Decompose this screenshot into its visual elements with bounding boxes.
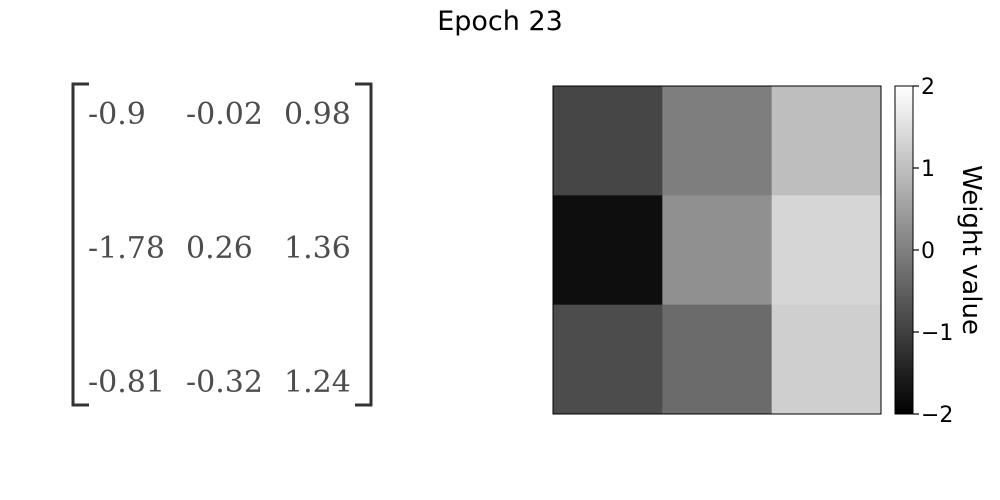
heatmap-cell [771, 304, 882, 415]
matrix-right-bracket [355, 82, 373, 407]
weight-matrix: -0.9 -0.02 0.98 -1.78 0.26 1.36 -0.81 -0.32 1.24 [71, 82, 373, 407]
colorbar-tick-label: −2 [921, 403, 953, 428]
matrix-left-bracket [71, 82, 89, 407]
colorbar-tick-label: −1 [921, 321, 953, 346]
colorbar-tick-label: 1 [921, 157, 935, 182]
matrix-cell: 0.26 [186, 231, 253, 266]
heatmap-cell [553, 304, 663, 415]
matrix-cell: -0.32 [186, 365, 263, 400]
matrix-cell: 0.98 [284, 97, 351, 132]
heatmap-frame [552, 85, 882, 415]
heatmap-cell [771, 195, 882, 306]
matrix-cell: 1.36 [284, 231, 351, 266]
heatmap-cell [553, 195, 663, 306]
colorbar-label: Weight value [956, 165, 986, 335]
matrix-cell: -1.78 [88, 231, 165, 266]
matrix-cell: -0.81 [88, 365, 165, 400]
heatmap-cell [553, 86, 663, 196]
heatmap-cell [771, 86, 882, 196]
heatmap-cell [662, 195, 773, 306]
chart-title: Epoch 23 [437, 6, 563, 37]
colorbar-tick-label: 0 [921, 239, 935, 264]
heatmap-cell [662, 304, 773, 415]
matrix-cell: -0.9 [88, 97, 146, 132]
matrix-cell: 1.24 [284, 365, 351, 400]
colorbar-tick-label: 2 [921, 75, 935, 100]
matrix-cell: -0.02 [186, 97, 263, 132]
heatmap-cell [662, 86, 773, 196]
colorbar [894, 85, 914, 415]
